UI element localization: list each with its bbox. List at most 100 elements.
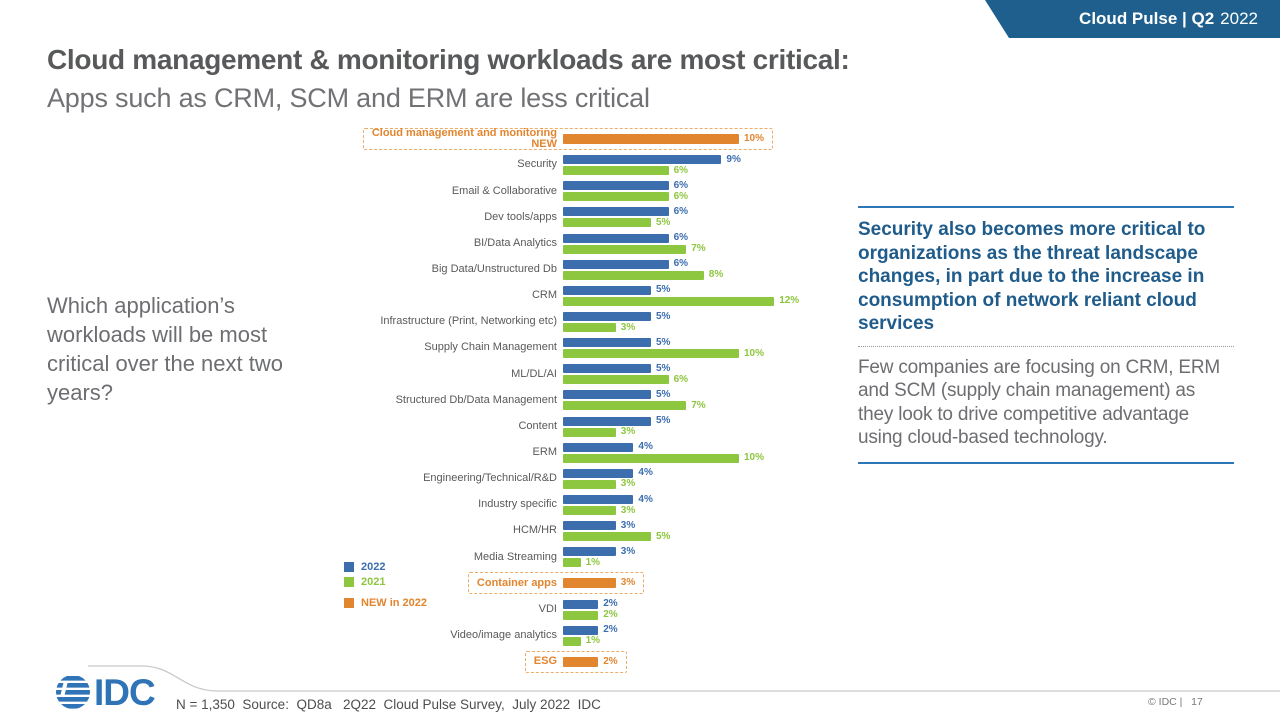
chart-row: Cloud management and monitoring NEW 10% xyxy=(345,126,825,152)
chart-row: Security 9% 6% xyxy=(345,152,825,178)
workload-bar-chart: Cloud management and monitoring NEW 10% Se… xyxy=(345,126,825,675)
value-label: 2% xyxy=(603,624,618,636)
value-label: 6% xyxy=(673,190,689,202)
value-label: 6% xyxy=(673,205,689,217)
chart-row: Infrastructure (Print, Networking etc) 5%… xyxy=(345,309,825,335)
bar-segment xyxy=(563,427,616,437)
idc-logo: IDC xyxy=(56,672,156,713)
bar-segment xyxy=(563,610,599,620)
legend-swatch xyxy=(344,598,354,608)
value-label: 5% xyxy=(656,388,671,400)
insight-top-divider xyxy=(858,206,1234,208)
bar-segment xyxy=(563,636,581,646)
chart-row: Email & Collaborative 6% 6% xyxy=(345,178,825,204)
bar-segment xyxy=(563,244,687,254)
bar-segment xyxy=(563,625,599,635)
bar-segment xyxy=(563,416,651,426)
bar-segment xyxy=(563,390,651,400)
value-label: 2% xyxy=(603,609,618,621)
value-label: 1% xyxy=(585,635,601,647)
value-label: 3% xyxy=(620,577,636,589)
chart-legend: 2022 2021 NEW in 2022 xyxy=(344,561,427,612)
value-label: 5% xyxy=(656,530,671,542)
chart-row: Supply Chain Management 5% 10% xyxy=(345,335,825,361)
value-label: 2% xyxy=(603,598,618,610)
bar-segment xyxy=(563,364,651,374)
value-label: 6% xyxy=(673,179,689,191)
bar-segment xyxy=(563,532,651,542)
value-label: 4% xyxy=(638,467,653,479)
chart-row: Media Streaming 3% 1% xyxy=(345,544,825,570)
chart-row: CRM 5% 12% xyxy=(345,283,825,309)
category-label: Cloud management and monitoring NEW xyxy=(371,126,557,151)
value-label: 10% xyxy=(744,133,765,145)
value-label: 7% xyxy=(691,399,706,411)
value-label: 9% xyxy=(726,153,741,165)
new-highlight-box xyxy=(467,572,645,595)
value-label: 5% xyxy=(656,336,671,348)
bar-segment xyxy=(563,259,669,269)
bar-segment xyxy=(563,401,687,411)
bar-segment xyxy=(563,270,704,280)
value-label: 6% xyxy=(673,164,689,176)
bar-segment xyxy=(563,155,722,165)
chart-row: Structured Db/Data Management 5% 7% xyxy=(345,387,825,413)
chart-row: ERM 4% 10% xyxy=(345,440,825,466)
question-text: Which application’s workloads will be mo… xyxy=(47,293,283,405)
bar-segment xyxy=(563,338,651,348)
insight-dotted-divider xyxy=(858,345,1234,347)
category-label: Container apps xyxy=(476,576,557,589)
chart-row: VDI 2% 2% xyxy=(345,597,825,623)
value-label: 4% xyxy=(638,493,653,505)
value-label: 3% xyxy=(620,519,636,531)
value-label: 5% xyxy=(656,216,671,228)
category-label: Media Streaming xyxy=(473,550,557,563)
value-label: 6% xyxy=(673,232,689,244)
insight-headline: Security also becomes more critical to o… xyxy=(858,219,1206,334)
bar-segment xyxy=(563,192,669,202)
chart-row: Container apps 3% xyxy=(345,570,825,596)
bar-segment xyxy=(563,495,634,505)
bar-segment xyxy=(563,312,651,322)
insight-bottom-divider xyxy=(858,461,1234,464)
bar-segment xyxy=(563,166,669,176)
value-label: 7% xyxy=(691,243,706,255)
category-label: CRM xyxy=(531,289,557,302)
value-label: 3% xyxy=(620,504,636,516)
category-label: Security xyxy=(517,158,557,171)
legend-item-2021: 2021 xyxy=(344,576,427,588)
category-label: Big Data/Unstructured Db xyxy=(431,263,557,275)
value-label: 10% xyxy=(744,347,765,359)
value-label: 6% xyxy=(673,258,689,270)
value-label: 10% xyxy=(744,452,765,464)
source-note: N = 1,350 Source: QD8a 2Q22 Cloud Pulse … xyxy=(176,697,601,712)
insight-body: Few companies are focusing on CRM, ERM a… xyxy=(858,356,1220,449)
new-highlight-box xyxy=(362,128,774,151)
value-label: 3% xyxy=(620,321,636,333)
value-label: 4% xyxy=(638,441,653,453)
category-label: Industry specific xyxy=(478,498,557,511)
globe-icon xyxy=(56,676,90,709)
idc-logo-text: IDC xyxy=(94,672,155,713)
legend-label: NEW in 2022 xyxy=(361,597,428,609)
value-label: 3% xyxy=(620,478,636,490)
chart-row: Video/image analytics 2% 1% xyxy=(345,623,825,649)
legend-label: 2022 xyxy=(361,561,386,573)
category-label: Infrastructure (Print, Networking etc) xyxy=(380,315,557,328)
ribbon-title: Cloud Pulse | Q2 xyxy=(1079,9,1215,28)
bar-segment xyxy=(563,453,739,463)
value-label: 5% xyxy=(656,415,671,427)
value-label: 1% xyxy=(585,556,601,568)
bar-segment xyxy=(563,207,669,217)
bar-segment xyxy=(563,134,739,145)
chart-row: Content 5% 3% xyxy=(345,414,825,440)
value-label: 5% xyxy=(656,284,671,296)
bar-segment xyxy=(563,349,739,359)
bar-segment xyxy=(563,285,651,295)
chart-row: Engineering/Technical/R&D 4% 3% xyxy=(345,466,825,492)
bar-segment xyxy=(563,375,669,385)
legend-swatch xyxy=(344,577,354,587)
ribbon-year: 2022 xyxy=(1220,9,1258,28)
bar-segment xyxy=(563,323,616,333)
